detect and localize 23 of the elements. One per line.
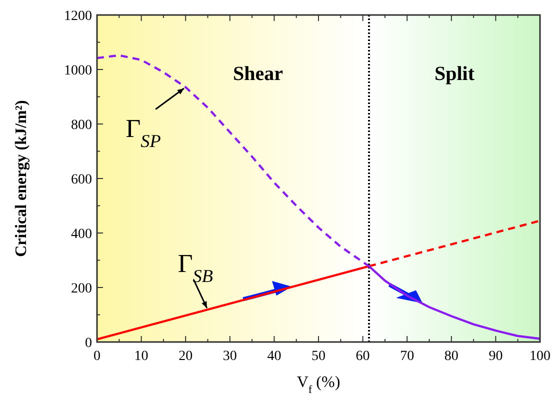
y-tick-label: 0 [85, 336, 92, 351]
x-tick-label: 80 [444, 349, 458, 364]
y-tick-label: 800 [71, 118, 92, 133]
y-axis-title: Critical energy (kJ/m²) [13, 100, 30, 257]
band-label: Split [434, 63, 475, 85]
x-tick-label: 20 [178, 349, 193, 364]
y-tick-label: 1200 [64, 9, 92, 24]
band-label: Shear [233, 63, 284, 85]
x-tick-label: 10 [134, 349, 148, 364]
x-tick-label: 100 [530, 349, 550, 364]
x-tick-label: 30 [222, 349, 237, 364]
y-tick-label: 1000 [64, 64, 92, 78]
annotation: Γ$_{SB}$ [178, 248, 213, 286]
x-axis-title: V$_{f}$ (%) [296, 374, 340, 396]
x-tick-label: 60 [356, 349, 370, 364]
y-tick-label: 400 [71, 227, 92, 242]
x-tick-label: 50 [312, 349, 326, 364]
x-tick-label: 70 [400, 349, 414, 364]
annotation: Γ$_{SP}$ [126, 114, 161, 152]
x-tick-label: 90 [488, 349, 503, 364]
x-tick-label: 40 [267, 349, 282, 364]
y-tick-label: 200 [71, 282, 92, 296]
y-tick-label: 600 [71, 172, 92, 188]
